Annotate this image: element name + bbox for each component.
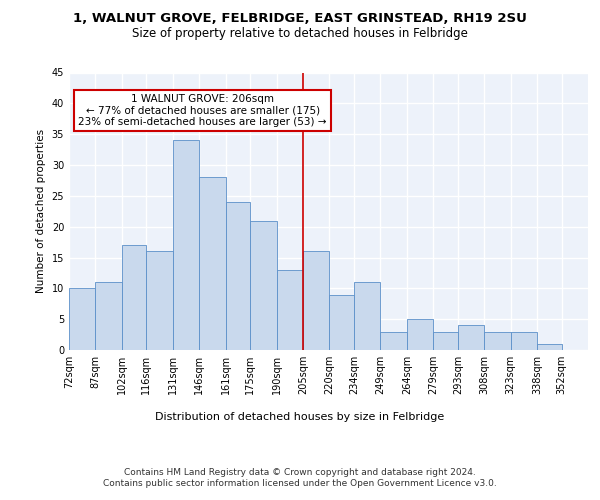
Bar [329,294,354,350]
Text: 1 WALNUT GROVE: 206sqm
← 77% of detached houses are smaller (175)
23% of semi-de: 1 WALNUT GROVE: 206sqm ← 77% of detached… [79,94,327,128]
Bar [250,220,277,350]
Bar [380,332,407,350]
Bar [95,282,122,350]
Bar [354,282,380,350]
Bar [199,178,226,350]
Bar [407,319,433,350]
Bar [146,252,173,350]
Bar [511,332,537,350]
Bar [458,326,484,350]
Bar [69,288,95,350]
Bar [537,344,562,350]
Bar [277,270,303,350]
Bar [226,202,250,350]
Bar [173,140,199,350]
Bar [484,332,511,350]
Bar [122,245,146,350]
Bar [433,332,458,350]
Text: Size of property relative to detached houses in Felbridge: Size of property relative to detached ho… [132,28,468,40]
Text: Distribution of detached houses by size in Felbridge: Distribution of detached houses by size … [155,412,445,422]
Bar [303,252,329,350]
Text: 1, WALNUT GROVE, FELBRIDGE, EAST GRINSTEAD, RH19 2SU: 1, WALNUT GROVE, FELBRIDGE, EAST GRINSTE… [73,12,527,26]
Y-axis label: Number of detached properties: Number of detached properties [36,129,46,294]
Text: Contains HM Land Registry data © Crown copyright and database right 2024.
Contai: Contains HM Land Registry data © Crown c… [103,468,497,487]
